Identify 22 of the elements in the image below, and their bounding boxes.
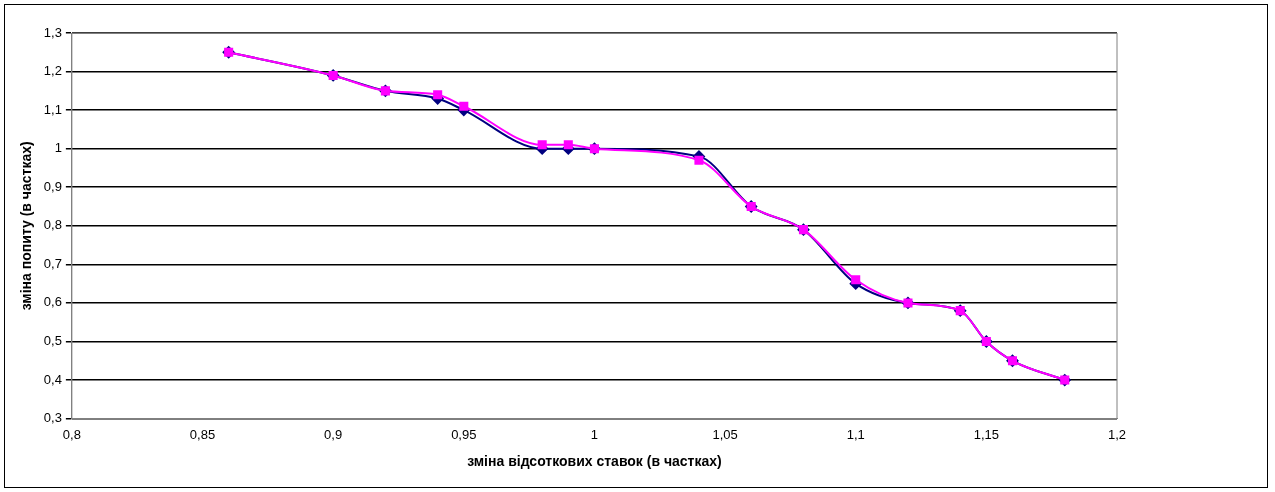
y-tick-label: 0,6	[43, 294, 62, 310]
y-tick-label: 0,3	[43, 410, 62, 426]
x-tick-label: 0,95	[451, 426, 477, 442]
x-tick-label: 1	[590, 426, 599, 442]
x-tick-label: 1,05	[712, 426, 738, 442]
y-axis-title: зміна попиту (в частках)	[18, 141, 35, 311]
x-tick-label: 1,1	[846, 426, 865, 442]
y-tick-label: 1,1	[43, 101, 62, 117]
y-tick-label: 0,7	[43, 255, 62, 271]
y-tick-label: 0,4	[43, 371, 62, 387]
y-tick-label: 1	[54, 140, 62, 156]
x-tick-label: 1,15	[973, 426, 1000, 442]
y-tick-label: 1,2	[43, 63, 62, 79]
y-tick-label: 0,5	[43, 333, 62, 349]
x-tick-label: 0,85	[189, 426, 216, 442]
x-tick-label: 0,9	[324, 426, 343, 442]
x-tick-label: 1,2	[1107, 426, 1127, 442]
x-tick-label: 0,8	[62, 426, 81, 442]
y-tick-label: 0,8	[43, 217, 62, 233]
y-tick-label: 0,9	[43, 178, 62, 194]
y-tick-label: 1,3	[43, 24, 62, 40]
x-axis-title: зміна відсоткових ставок (в частках)	[467, 453, 722, 470]
